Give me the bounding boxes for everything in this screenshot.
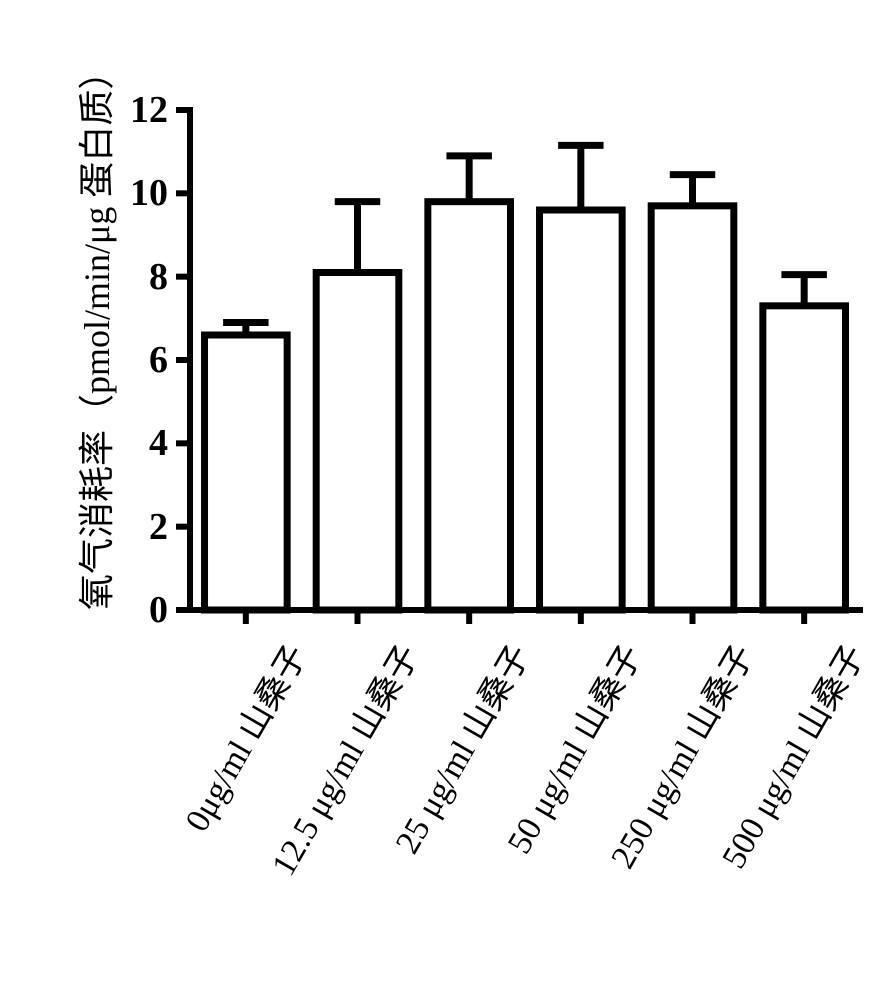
- bar: [316, 273, 399, 611]
- bar: [651, 206, 734, 610]
- y-tick-label: 0: [0, 588, 168, 632]
- y-tick-label: 8: [0, 255, 168, 299]
- bar: [763, 306, 846, 610]
- y-tick-label: 10: [0, 171, 168, 215]
- y-tick-label: 12: [0, 88, 168, 132]
- y-tick-label: 4: [0, 421, 168, 465]
- bar: [428, 202, 511, 610]
- y-tick-label: 2: [0, 505, 168, 549]
- bar: [540, 210, 623, 610]
- bar: [205, 335, 288, 610]
- y-tick-label: 6: [0, 338, 168, 382]
